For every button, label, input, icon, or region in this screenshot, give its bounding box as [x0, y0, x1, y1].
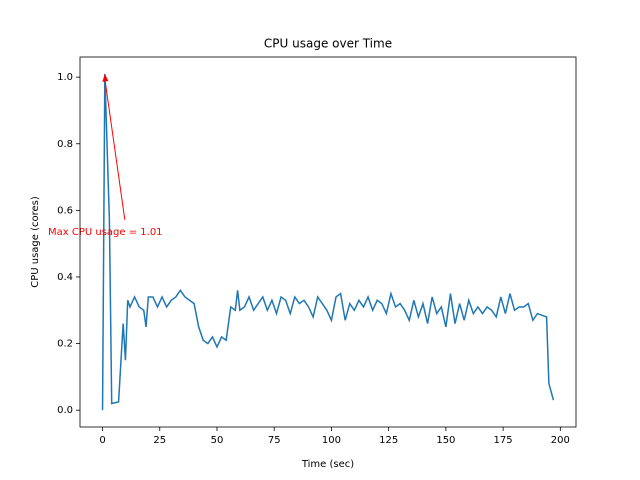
x-tick-label: 100 — [322, 435, 341, 446]
x-tick-label: 125 — [379, 435, 398, 446]
chart-title: CPU usage over Time — [264, 37, 392, 51]
x-tick-label: 50 — [211, 435, 224, 446]
plot-frame — [79, 56, 577, 428]
y-tick-label: 0.8 — [57, 139, 73, 150]
y-tick-label: 1.0 — [57, 72, 73, 83]
x-tick-label: 25 — [153, 435, 166, 446]
x-tick-label: 175 — [494, 435, 513, 446]
y-tick-label: 0.6 — [57, 205, 73, 216]
y-tick-label: 0.2 — [57, 339, 73, 350]
x-tick-label: 0 — [99, 435, 105, 446]
x-tick-label: 75 — [268, 435, 281, 446]
annotation: Max CPU usage = 1.01 — [48, 227, 163, 238]
x-tick-label: 150 — [436, 435, 455, 446]
line-series — [101, 73, 555, 411]
annotation-arrow — [104, 78, 126, 220]
y-axis-label: CPU usage (cores) — [30, 196, 41, 288]
x-axis-label: Time (sec) — [301, 459, 354, 470]
y-tick-label: 0.4 — [57, 272, 73, 283]
annotation-arrowhead — [102, 73, 109, 82]
y-tick-label: 0.0 — [57, 405, 73, 416]
x-tick-label: 200 — [551, 435, 570, 446]
